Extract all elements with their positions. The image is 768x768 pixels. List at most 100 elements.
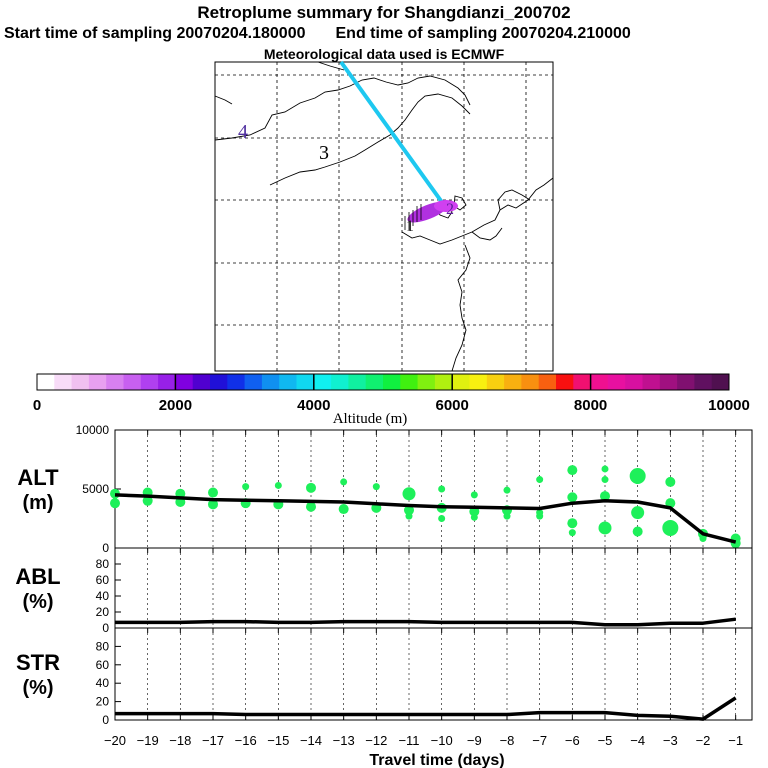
altitude-cluster-point xyxy=(631,506,645,520)
y-tick-label: 60 xyxy=(96,573,110,587)
x-tick-label: −11 xyxy=(398,733,419,748)
y-tick-label: 0 xyxy=(102,541,109,555)
colorbar-cells xyxy=(37,374,730,390)
panel-ylabel: STR xyxy=(16,650,60,675)
colorbar-cell xyxy=(677,374,695,390)
altitude-cluster-point xyxy=(665,476,676,487)
x-axis-label: Travel time (days) xyxy=(369,752,504,768)
colorbar-cell xyxy=(625,374,643,390)
colorbar-cell xyxy=(140,374,159,390)
y-tick-label: 5000 xyxy=(82,482,109,496)
panel-ylabel-unit: (m) xyxy=(22,492,53,514)
colorbar-cell xyxy=(348,374,367,390)
plume-blob xyxy=(434,200,458,212)
map-panel: 4 3 2 1 xyxy=(214,60,554,372)
colorbar-frame xyxy=(36,373,730,391)
x-tick-label: −14 xyxy=(300,733,322,748)
plume-label-3: 3 xyxy=(319,142,329,164)
y-tick-label: 0 xyxy=(102,713,109,727)
colorbar-label: Altitude (m) xyxy=(333,411,408,427)
y-tick-label: 0 xyxy=(102,621,109,635)
end-time: End time of sampling 20070204.210000 xyxy=(335,25,631,42)
colorbar-cell xyxy=(106,374,124,390)
y-tick-label: 40 xyxy=(96,676,110,690)
colorbar-cell xyxy=(158,374,176,390)
colorbar-cell xyxy=(37,374,55,390)
colorbar-tick-label: 10000 xyxy=(708,397,750,414)
colorbar-cell xyxy=(227,374,246,390)
colorbar-cell xyxy=(279,374,297,390)
x-tick-label: −10 xyxy=(431,733,453,748)
altitude-cluster-point xyxy=(142,495,153,506)
altitude-cluster-point xyxy=(601,465,609,473)
plume-label-2: 2 xyxy=(446,201,454,218)
x-tick-label: −12 xyxy=(365,733,387,748)
colorbar-cell xyxy=(244,374,263,390)
altitude-cluster-point xyxy=(567,518,578,529)
start-time: Start time of sampling 20070204.180000 xyxy=(4,25,306,42)
altitude-cluster-point xyxy=(306,501,316,512)
sampling-times: Start time of sampling 20070204.180000 En… xyxy=(4,25,768,43)
x-tick-label: −9 xyxy=(467,733,482,748)
colorbar-cell xyxy=(383,374,401,390)
colorbar-tick-label: 2000 xyxy=(159,397,192,414)
y-tick-label: 60 xyxy=(96,658,110,672)
altitude-cluster-point xyxy=(567,465,578,476)
x-tick-label: −20 xyxy=(104,733,126,748)
colorbar-cell xyxy=(521,374,540,390)
y-tick-label: 80 xyxy=(96,639,110,653)
colorbar-cell xyxy=(54,374,73,390)
altitude-cluster-point xyxy=(438,515,446,522)
colorbar-tick-label: 0 xyxy=(33,397,41,414)
y-tick-label: 40 xyxy=(96,589,110,603)
altitude-colorbar: 0 2000 4000 6000 8000 10000 Altitude (m) xyxy=(33,373,750,427)
series-line xyxy=(115,696,737,721)
x-tick-label: −8 xyxy=(500,733,515,748)
y-tick-label: 20 xyxy=(96,605,110,619)
x-tick-label: −1 xyxy=(728,733,743,748)
altitude-cluster-point xyxy=(338,504,349,515)
colorbar-cell xyxy=(642,374,661,390)
x-tick-label: −17 xyxy=(202,733,224,748)
colorbar-cell xyxy=(313,374,332,390)
series-line xyxy=(114,493,737,544)
altitude-cluster-point xyxy=(110,498,120,509)
panel-frame xyxy=(114,627,753,721)
colorbar-cell xyxy=(71,374,90,390)
colorbar-cell xyxy=(175,374,194,390)
plume-centroid-track xyxy=(339,60,446,207)
colorbar-cell xyxy=(469,374,488,390)
colorbar-cell xyxy=(123,374,142,390)
panel-ylabel: ALT xyxy=(17,465,59,490)
altitude-cluster-point xyxy=(568,529,576,537)
colorbar-cell xyxy=(88,374,107,390)
x-tick-label: −18 xyxy=(169,733,191,748)
colorbar-cell xyxy=(261,374,280,390)
altitude-cluster-point xyxy=(372,483,380,491)
x-tick-label: −6 xyxy=(565,733,580,748)
panel-ylabel: ABL xyxy=(15,564,60,589)
x-tick-label: −3 xyxy=(663,733,678,748)
colorbar-tick-label: 6000 xyxy=(436,397,469,414)
x-tick-label: −7 xyxy=(532,733,547,748)
colorbar-cell xyxy=(365,374,384,390)
altitude-cluster-point xyxy=(600,491,610,502)
colorbar-cell xyxy=(400,374,419,390)
plume-label-4: 4 xyxy=(238,121,248,143)
colorbar-cell xyxy=(538,374,557,390)
altitude-cluster-point xyxy=(404,505,414,516)
panel-frame xyxy=(114,547,753,629)
plume-label-1: 1 xyxy=(406,218,414,235)
altitude-cluster-point xyxy=(699,535,707,543)
altitude-cluster-point xyxy=(470,513,478,521)
colorbar-cell xyxy=(556,374,574,390)
panel-ylabel-unit: (%) xyxy=(22,591,53,613)
panel-ylabel-unit: (%) xyxy=(22,677,53,699)
met-data-note: Meteorological data used is ECMWF xyxy=(263,46,505,62)
altitude-cluster-point xyxy=(438,485,446,493)
altitude-cluster-point xyxy=(629,468,646,485)
altitude-cluster-point xyxy=(601,476,609,484)
x-tick-label: −13 xyxy=(333,733,355,748)
x-tick-label: −5 xyxy=(598,733,613,748)
